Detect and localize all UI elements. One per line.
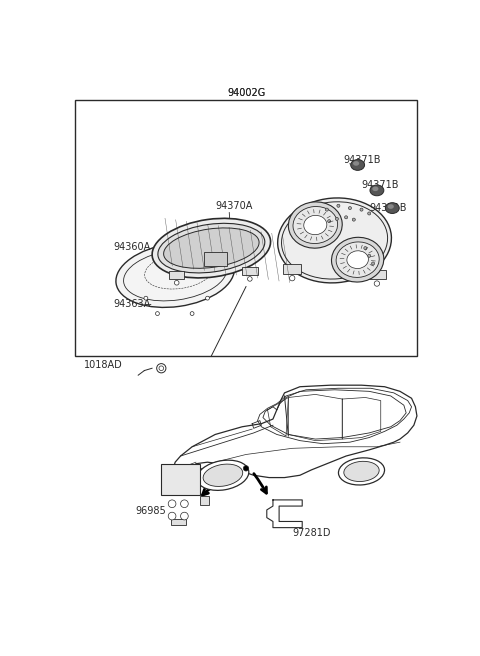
Ellipse shape	[388, 204, 394, 209]
Bar	[161, 464, 200, 495]
Circle shape	[156, 312, 159, 316]
Bar	[242, 268, 258, 275]
Bar	[283, 264, 301, 274]
Circle shape	[180, 512, 188, 520]
Circle shape	[368, 212, 371, 215]
Circle shape	[325, 208, 328, 211]
Ellipse shape	[351, 159, 365, 171]
Circle shape	[190, 312, 194, 316]
Circle shape	[372, 262, 374, 265]
Text: 94371B: 94371B	[344, 155, 381, 165]
Circle shape	[168, 512, 176, 520]
Ellipse shape	[304, 215, 327, 235]
Circle shape	[202, 270, 205, 273]
Circle shape	[168, 500, 176, 508]
Circle shape	[174, 281, 179, 285]
Bar	[169, 271, 184, 279]
Ellipse shape	[277, 198, 391, 283]
Circle shape	[374, 281, 380, 286]
Ellipse shape	[116, 243, 234, 308]
Circle shape	[328, 220, 331, 222]
Circle shape	[179, 254, 182, 258]
Text: 97281D: 97281D	[292, 528, 331, 538]
Text: 94002G: 94002G	[227, 88, 265, 98]
Circle shape	[336, 217, 338, 220]
Ellipse shape	[203, 464, 243, 487]
Bar	[200, 496, 209, 505]
Circle shape	[360, 208, 363, 211]
Text: 1018AD: 1018AD	[84, 360, 123, 370]
Ellipse shape	[158, 223, 265, 273]
Ellipse shape	[353, 161, 359, 166]
Text: 94002G: 94002G	[227, 88, 265, 98]
Circle shape	[364, 247, 367, 250]
Circle shape	[289, 276, 295, 281]
Circle shape	[180, 500, 188, 508]
Text: 96985: 96985	[135, 506, 166, 516]
Bar	[368, 270, 386, 279]
Ellipse shape	[370, 185, 384, 195]
Ellipse shape	[152, 218, 271, 278]
Ellipse shape	[372, 186, 378, 191]
Ellipse shape	[338, 458, 384, 485]
Text: 94363A: 94363A	[114, 299, 151, 310]
Ellipse shape	[197, 460, 249, 491]
Circle shape	[345, 216, 348, 219]
Circle shape	[205, 297, 209, 300]
Ellipse shape	[385, 203, 399, 213]
Circle shape	[348, 207, 351, 210]
Circle shape	[243, 466, 249, 471]
Text: 94371B: 94371B	[369, 203, 407, 213]
Circle shape	[144, 297, 148, 300]
Ellipse shape	[164, 228, 259, 268]
Bar	[170, 519, 186, 525]
Text: 94370A: 94370A	[215, 201, 252, 211]
Text: 94371B: 94371B	[361, 180, 399, 190]
Text: 94360A: 94360A	[114, 241, 151, 252]
Ellipse shape	[344, 461, 379, 482]
Circle shape	[337, 204, 340, 207]
Ellipse shape	[347, 251, 369, 268]
Circle shape	[368, 255, 371, 257]
Ellipse shape	[332, 237, 384, 282]
Circle shape	[352, 218, 355, 221]
Ellipse shape	[293, 207, 337, 243]
Ellipse shape	[336, 242, 379, 277]
Ellipse shape	[288, 202, 342, 248]
Circle shape	[248, 277, 252, 281]
Bar	[75, 100, 417, 356]
Bar	[204, 252, 227, 266]
